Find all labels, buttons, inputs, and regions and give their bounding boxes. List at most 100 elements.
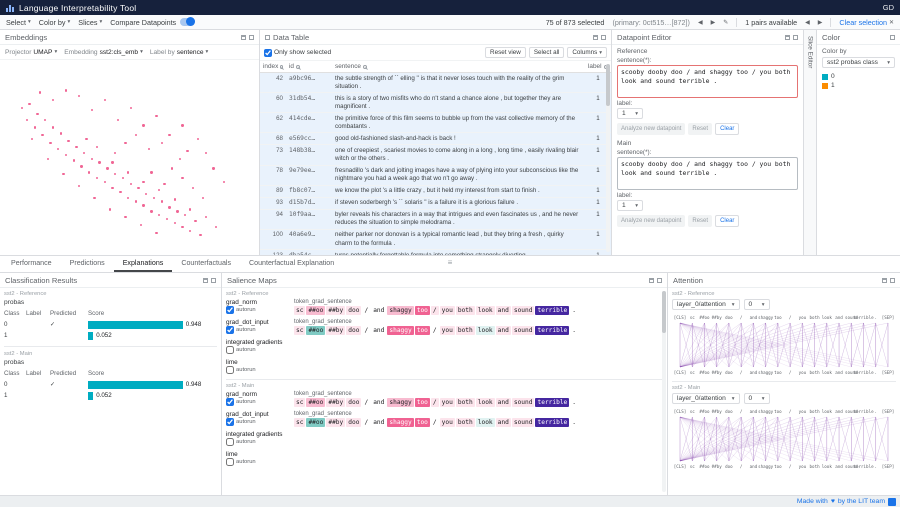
reset-button[interactable]: Reset — [688, 215, 712, 227]
sentence-textarea[interactable]: scooby dooby doo / and shaggy too / you … — [617, 65, 798, 98]
drag-handle-icon[interactable]: ≡ — [448, 258, 453, 267]
autorun-checkbox[interactable] — [226, 418, 234, 426]
sentence-textarea[interactable]: scooby dooby doo / and shaggy too / you … — [617, 157, 798, 190]
color-by-select[interactable]: sst2 probas class ▾ — [822, 57, 895, 68]
select-menu[interactable]: Select▾ — [6, 18, 31, 27]
select-all-button[interactable]: Select all — [529, 47, 565, 58]
reset-button[interactable]: Reset — [688, 123, 712, 135]
table-row[interactable]: 10040a6e9…neither parker nor donovan is … — [260, 230, 611, 250]
autorun-toggle[interactable]: autorun — [226, 458, 256, 466]
autorun-toggle[interactable]: autorun — [226, 398, 256, 406]
popout-icon[interactable] — [593, 35, 598, 40]
clear-button[interactable]: Clear — [715, 123, 739, 135]
analyze-new-datapoint-button[interactable]: Analyze new datapoint — [617, 123, 685, 135]
label-select[interactable]: 1▾ — [617, 200, 643, 211]
attention-token: . — [874, 409, 877, 414]
maximize-icon[interactable] — [249, 35, 254, 40]
minimized-module-tab[interactable]: Slice Editor — [804, 30, 817, 255]
salience-token: and — [371, 326, 386, 335]
tokens-column — [294, 359, 663, 376]
search-icon[interactable] — [280, 65, 283, 69]
popout-icon[interactable] — [241, 35, 246, 40]
maximize-icon[interactable] — [890, 35, 895, 40]
tab-counterfactual-explanation[interactable]: Counterfactual Explanation — [240, 256, 343, 272]
popout-icon[interactable] — [785, 35, 790, 40]
salience-scrollbar[interactable] — [662, 291, 666, 492]
column-header[interactable]: index — [260, 61, 286, 72]
table-row[interactable]: 73148b38…one of creepiest , scariest mov… — [260, 145, 611, 165]
column-header[interactable]: id — [286, 61, 332, 72]
autorun-toggle[interactable]: autorun — [226, 366, 256, 374]
autorun-toggle[interactable]: autorun — [226, 326, 256, 334]
layer-select[interactable]: layer_0/attention▾ — [672, 299, 740, 310]
chevron-down-icon: ▾ — [54, 49, 57, 55]
autorun-toggle[interactable]: autorun — [226, 306, 256, 314]
column-header[interactable]: sentence — [332, 61, 585, 72]
table-row[interactable]: 93d15b7d…if steven soderbergh 's `` sola… — [260, 198, 611, 210]
table-row[interactable]: 789e79ee…fresnadillo 's dark and jolting… — [260, 166, 611, 186]
attention-token: both — [810, 464, 821, 469]
clear-button[interactable]: Clear — [715, 215, 739, 227]
autorun-toggle[interactable]: autorun — [226, 346, 256, 354]
table-row[interactable]: 68e569cc…good old-fashioned slash-and-ha… — [260, 133, 611, 145]
head-select[interactable]: 0▾ — [744, 393, 770, 404]
prev-datapoint-icon[interactable]: ◀ — [698, 19, 703, 26]
columns-button[interactable]: Columns▾ — [567, 47, 607, 58]
table-row[interactable]: 6031db54…this is a story of two misfits … — [260, 93, 611, 113]
table-row[interactable]: 9410f9aa…byler reveals his characters in… — [260, 210, 611, 230]
maximize-icon[interactable] — [657, 278, 662, 283]
clear-selection-button[interactable]: Clear selection✕ — [839, 18, 894, 27]
maximize-icon[interactable] — [211, 278, 216, 283]
search-icon[interactable] — [363, 65, 367, 69]
table-scrollbar[interactable] — [606, 64, 610, 252]
search-icon[interactable] — [296, 65, 300, 69]
analyze-new-datapoint-button[interactable]: Analyze new datapoint — [617, 215, 685, 227]
tab-performance[interactable]: Performance — [2, 256, 61, 272]
next-pair-icon[interactable]: ▶ — [818, 19, 823, 26]
color-by-menu[interactable]: Color by▾ — [39, 18, 71, 27]
user-initials[interactable]: GD — [883, 3, 894, 12]
autorun-checkbox[interactable] — [226, 326, 234, 334]
autorun-checkbox[interactable] — [226, 306, 234, 314]
embedding-control-dropdown[interactable]: Embeddingsst2:cls_emb▾ — [64, 49, 143, 56]
slices-menu[interactable]: Slices▾ — [78, 18, 102, 27]
table-row[interactable]: 42a9bc96…the subtle strength of `` ellin… — [260, 73, 611, 93]
table-row[interactable]: 62414cde…the primitive force of this fil… — [260, 113, 611, 133]
autorun-checkbox[interactable] — [226, 346, 234, 354]
popout-icon[interactable] — [203, 278, 208, 283]
autorun-toggle[interactable]: autorun — [226, 438, 256, 446]
autorun-checkbox[interactable] — [226, 458, 234, 466]
tab-explanations[interactable]: Explanations — [114, 256, 173, 272]
salience-body: sst2 - Referencegrad_normautoruntoken_gr… — [222, 288, 667, 495]
popout-icon[interactable] — [882, 278, 887, 283]
autorun-checkbox[interactable] — [226, 438, 234, 446]
embedding-plot[interactable] — [0, 60, 259, 255]
table-row[interactable]: 123dba54c…turns potentially forgettable … — [260, 250, 611, 255]
embedding-control-dropdown[interactable]: ProjectorUMAP▾ — [5, 49, 57, 56]
compare-toggle[interactable] — [180, 18, 195, 26]
scrollbar-thumb[interactable] — [606, 64, 610, 106]
autorun-toggle[interactable]: autorun — [226, 418, 256, 426]
autorun-checkbox[interactable] — [226, 398, 234, 406]
only-show-selected-checkbox[interactable] — [264, 49, 272, 57]
reset-view-button[interactable]: Reset view — [485, 47, 526, 58]
method-name: integrated gradients — [226, 339, 291, 346]
table-row[interactable]: 89fb8c07…we know the plot 's a little cr… — [260, 186, 611, 198]
prev-pair-icon[interactable]: ◀ — [805, 19, 810, 26]
label-select[interactable]: 1▾ — [617, 108, 643, 119]
head-select[interactable]: 0▾ — [744, 299, 770, 310]
scrollbar-thumb[interactable] — [662, 291, 666, 333]
tab-predictions[interactable]: Predictions — [61, 256, 114, 272]
maximize-icon[interactable] — [601, 35, 606, 40]
maximize-icon[interactable] — [890, 278, 895, 283]
tab-counterfactuals[interactable]: Counterfactuals — [172, 256, 240, 272]
maximize-icon[interactable] — [793, 35, 798, 40]
drag-icon[interactable] — [265, 35, 270, 40]
next-datapoint-icon[interactable]: ▶ — [711, 19, 716, 26]
autorun-checkbox[interactable] — [226, 366, 234, 374]
popout-icon[interactable] — [649, 278, 654, 283]
edit-datapoint-icon[interactable]: ✎ — [723, 19, 728, 26]
layer-select[interactable]: layer_0/attention▾ — [672, 393, 740, 404]
only-show-selected[interactable]: Only show selected — [264, 49, 331, 57]
embedding-control-dropdown[interactable]: Label bysentence▾ — [150, 49, 208, 56]
